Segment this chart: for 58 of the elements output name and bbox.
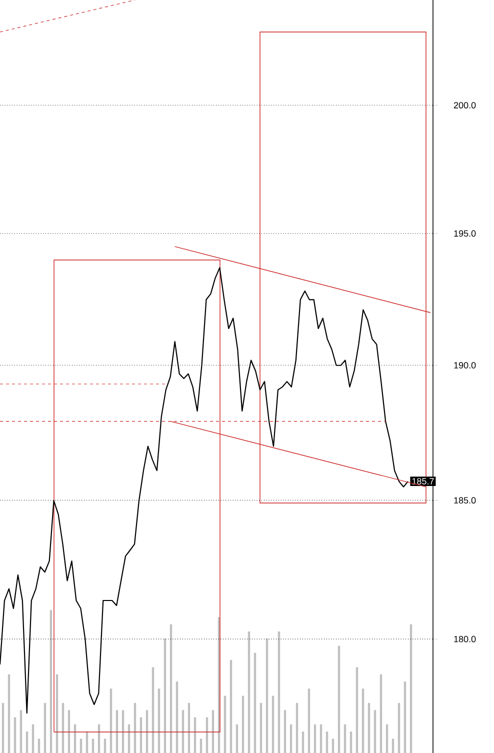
bar [236,724,238,753]
bar [92,738,94,753]
bar [8,674,10,753]
bar [224,696,226,753]
bar [242,696,244,753]
bar [344,724,346,753]
bar [164,638,166,753]
bar [410,624,412,753]
bar [350,732,352,753]
bar [20,710,22,753]
bar [302,732,304,753]
bar [314,724,316,753]
bar [248,631,250,753]
bar [392,738,394,753]
data-label: 185.7 [412,478,434,484]
bar [362,688,364,753]
bar [152,667,154,753]
bar [398,702,400,753]
bar [296,702,298,753]
bar [332,738,334,753]
bar [386,724,388,753]
bar [266,638,268,753]
bar [356,667,358,753]
bar [110,688,112,753]
bar [272,696,274,753]
bar [368,702,370,753]
bar [338,646,340,753]
bar [290,724,292,753]
bar [380,674,382,753]
bar [176,681,178,753]
bar [284,710,286,753]
bar [170,624,172,753]
bar [14,717,16,753]
bar [326,732,328,753]
bar [50,610,52,753]
bar [104,738,106,753]
bar [56,674,58,753]
bar [230,660,232,753]
y-tick-label: 195.0 [454,230,476,237]
bar [26,732,28,753]
y-tick-label: 190.0 [454,362,476,368]
y-tick-label: 200.0 [454,102,476,108]
bar [320,724,322,753]
y-tick-label: 180.0 [454,636,476,642]
bar [254,652,256,753]
bar [2,702,4,753]
bar [308,688,310,753]
bar [38,738,40,753]
bar [32,724,34,753]
bar [374,710,376,753]
bar [404,681,406,753]
bar [158,688,160,753]
bar [278,631,280,753]
bar [200,738,202,753]
bar [80,738,82,753]
y-tick-label: 185.0 [454,497,476,504]
bar [260,702,262,753]
bar [44,702,46,753]
